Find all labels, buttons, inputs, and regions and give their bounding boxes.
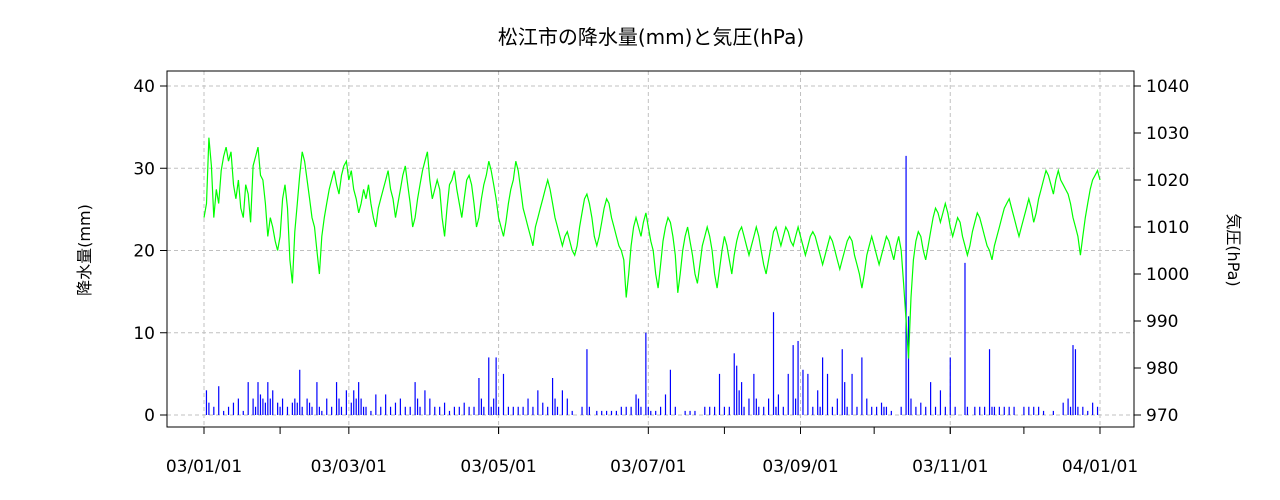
- x-axis: 03/01/01 03/03/01 03/05/01 03/07/01 03/09/01…: [166, 427, 1138, 477]
- y-axis-right: 970 980 990 1000 1010 1020 1030 1040: [1134, 77, 1189, 426]
- y-right-tick-label: 1020: [1146, 171, 1189, 191]
- chart-title: 松江市の降水量(mm)と気圧(hPa): [498, 25, 804, 49]
- y-right-tick-label: 1040: [1146, 77, 1189, 97]
- x-tick-label: 03/09/01: [762, 457, 838, 477]
- y-left-tick-label: 40: [133, 77, 155, 97]
- x-tick-label: 03/11/01: [912, 457, 988, 477]
- x-tick-label: 03/01/01: [166, 457, 242, 477]
- y-left-tick-label: 10: [133, 324, 155, 344]
- x-tick-label: 03/07/01: [610, 457, 686, 477]
- y-axis-right-label: 気圧(hPa): [1224, 213, 1243, 286]
- y-right-tick-label: 1010: [1146, 218, 1189, 238]
- y-axis-left: 0 10 20 30 40: [133, 77, 167, 426]
- y-axis-left-label: 降水量(mm): [75, 204, 94, 296]
- precipitation-bars: [205, 155, 1099, 415]
- y-right-tick-label: 1000: [1146, 265, 1189, 285]
- y-right-tick-label: 1030: [1146, 124, 1189, 144]
- pressure-series-line: [203, 137, 1101, 359]
- y-right-tick-label: 990: [1146, 312, 1178, 332]
- x-tick-label: 04/01/01: [1062, 457, 1138, 477]
- gridlines: [167, 71, 1134, 427]
- x-tick-label: 03/03/01: [311, 457, 387, 477]
- y-right-tick-label: 970: [1146, 406, 1178, 426]
- y-left-tick-label: 30: [133, 159, 155, 179]
- pressure-line: [203, 137, 1101, 359]
- plot-frame: [166, 70, 1135, 428]
- y-right-tick-label: 980: [1146, 359, 1178, 379]
- y-left-tick-label: 20: [133, 242, 155, 262]
- x-tick-label: 03/05/01: [460, 457, 536, 477]
- y-left-tick-label: 0: [144, 406, 155, 426]
